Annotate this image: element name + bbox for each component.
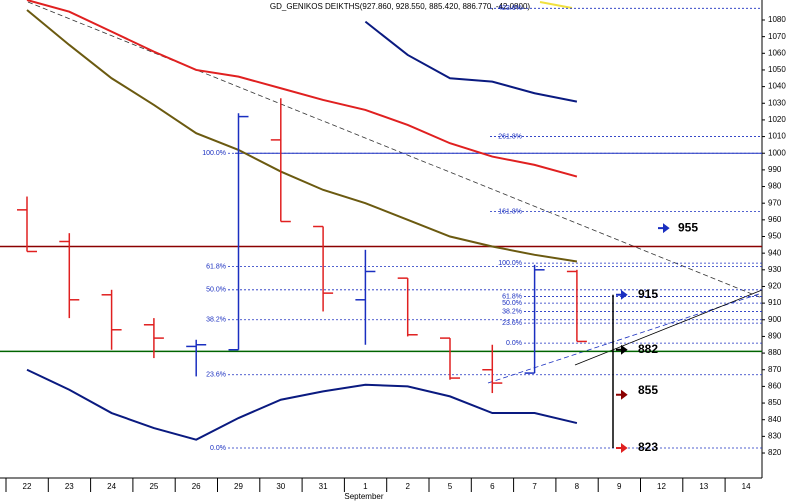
chart-title: GD_GENIKOS DEIKTHS(927.860, 928.550, 885… (270, 2, 530, 11)
x-tick-label: 2 (405, 482, 410, 491)
y-tick-label: 1020 (768, 115, 786, 124)
y-tick-label: 1030 (768, 98, 786, 107)
y-tick-label: 930 (768, 265, 782, 274)
target-arrow (616, 443, 628, 454)
moving-average (364, 20, 578, 103)
x-tick-label: 24 (107, 482, 116, 491)
y-tick-label: 950 (768, 232, 782, 241)
x-tick-label: 5 (448, 482, 453, 491)
trendline (574, 289, 763, 366)
x-tick-label: 30 (276, 482, 285, 491)
fib-label: 50.0% (502, 300, 522, 307)
fib-label: 100.0% (498, 260, 522, 267)
fib-label: 0.0% (506, 340, 522, 347)
y-tick-label: 980 (768, 182, 782, 191)
target-arrow (658, 223, 670, 234)
x-tick-label: 13 (699, 482, 708, 491)
fib-label: 38.2% (206, 317, 226, 324)
x-tick-label: 25 (149, 482, 158, 491)
x-tick-label: 29 (234, 482, 243, 491)
x-tick-label: 26 (192, 482, 201, 491)
x-tick-label: 9 (617, 482, 622, 491)
y-tick-label: 960 (768, 215, 782, 224)
y-tick-label: 990 (768, 165, 782, 174)
y-tick-label: 890 (768, 332, 782, 341)
target-label: 823 (638, 440, 658, 454)
x-axis-label: September (344, 492, 383, 501)
fib-label: 23.6% (502, 320, 522, 327)
fib-label: 38.2% (502, 308, 522, 315)
x-tick-label: 8 (575, 482, 580, 491)
fib-label: 61.8% (206, 263, 226, 270)
moving-average (26, 0, 578, 178)
x-tick-label: 12 (657, 482, 666, 491)
y-tick-label: 1040 (768, 82, 786, 91)
x-tick-label: 23 (65, 482, 74, 491)
target-label: 855 (638, 383, 658, 397)
target-arrow (616, 344, 628, 355)
moving-average (26, 368, 578, 441)
target-arrow (616, 389, 628, 400)
fib-label: 423.6% (498, 5, 522, 12)
target-label: 882 (638, 342, 658, 356)
marker (539, 1, 573, 9)
x-tick-label: 7 (532, 482, 537, 491)
fib-label: 23.6% (206, 372, 226, 379)
y-tick-label: 1000 (768, 148, 786, 157)
fib-label: 0.0% (210, 445, 226, 452)
x-tick-label: 6 (490, 482, 495, 491)
y-tick-label: 1080 (768, 15, 786, 24)
y-tick-label: 910 (768, 298, 782, 307)
fib-label: 100.0% (202, 150, 226, 157)
y-tick-label: 880 (768, 348, 782, 357)
x-tick-label: 14 (742, 482, 751, 491)
y-tick-label: 870 (768, 365, 782, 374)
x-tick-label: 31 (319, 482, 328, 491)
target-arrow (616, 289, 628, 300)
y-tick-label: 1010 (768, 132, 786, 141)
y-tick-label: 1070 (768, 32, 786, 41)
y-tick-label: 920 (768, 282, 782, 291)
fib-label: 261.8% (498, 133, 522, 140)
trendline (27, 1, 763, 299)
y-tick-label: 830 (768, 431, 782, 440)
y-tick-label: 970 (768, 198, 782, 207)
fib-label: 161.8% (498, 208, 522, 215)
y-tick-label: 900 (768, 315, 782, 324)
x-tick-label: 1 (363, 482, 368, 491)
y-tick-label: 1060 (768, 48, 786, 57)
y-tick-label: 860 (768, 382, 782, 391)
target-label: 955 (678, 220, 698, 234)
x-tick-label: 22 (23, 482, 32, 491)
target-label: 915 (638, 287, 658, 301)
fib-label: 61.8% (502, 293, 522, 300)
y-tick-label: 840 (768, 415, 782, 424)
moving-average (26, 9, 578, 263)
y-tick-label: 940 (768, 248, 782, 257)
y-tick-label: 1050 (768, 65, 786, 74)
fib-label: 50.0% (206, 287, 226, 294)
y-tick-label: 850 (768, 398, 782, 407)
y-tick-label: 820 (768, 448, 782, 457)
